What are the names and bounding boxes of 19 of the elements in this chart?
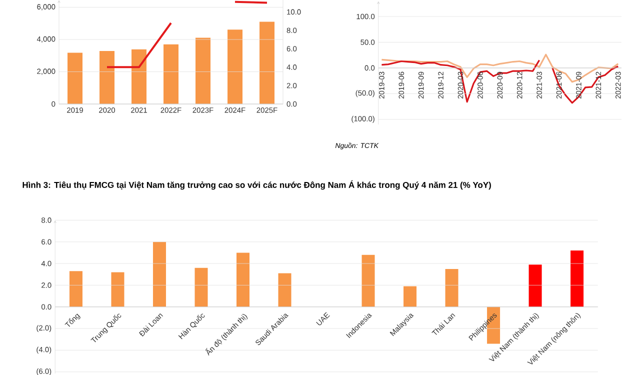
bar [404, 286, 417, 307]
bar [236, 252, 250, 307]
bar [196, 38, 210, 104]
bar [445, 268, 458, 307]
bar [528, 264, 542, 307]
bar [111, 272, 124, 307]
bar [69, 271, 82, 307]
chart-title: Hình 3: Tiêu thụ FMCG tại Việt Nam tăng trưởng cao so với các nước Đông Nam Á khác trong Quý 4 năm 21 (% YoY) [22, 180, 491, 190]
bar [194, 268, 208, 307]
bar [260, 22, 274, 104]
bar [100, 50, 114, 104]
bar [132, 49, 146, 104]
bar [228, 30, 242, 104]
bar [362, 254, 375, 307]
bar [570, 250, 584, 307]
bar [68, 52, 82, 104]
bar [278, 273, 292, 307]
bar [164, 44, 178, 104]
bar [152, 242, 166, 307]
